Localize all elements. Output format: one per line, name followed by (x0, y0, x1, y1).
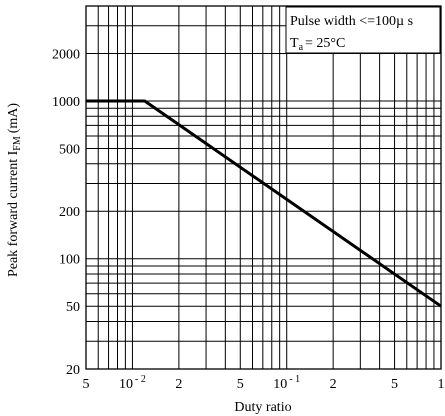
y-tick-label: 50 (66, 300, 80, 315)
annotation-box: Pulse width <=100µ s Ta = 25°C (285, 6, 441, 54)
y-tick-label: 500 (59, 142, 80, 157)
x-tick-label: 5 (83, 377, 90, 392)
annotation-temperature: Ta = 25°C (290, 36, 345, 53)
x-tick-labels: 5 10- 2 2 5 10- 1 2 5 1 (83, 374, 445, 392)
x-tick-label: 5 (237, 377, 244, 392)
annotation-pulse-width: Pulse width <=100µ s (290, 14, 413, 29)
series-layer (86, 99, 442, 308)
x-axis-title: Duty ratio (234, 400, 291, 415)
y-tick-label: 2000 (52, 47, 80, 62)
plot-frame (85, 5, 442, 370)
x-tick-label: 2 (175, 377, 182, 392)
x-tick-label: 2 (330, 377, 337, 392)
y-tick-label: 200 (59, 205, 80, 220)
series-line (86, 99, 442, 308)
y-tick-label: 1000 (52, 95, 80, 110)
y-tick-labels: 20 50 100 200 500 1000 2000 (52, 47, 80, 378)
y-axis-title: Peak forward current IFM(mA) (6, 103, 23, 277)
annotation-background (285, 6, 441, 54)
x-tick-label: 10- 2 (119, 374, 146, 392)
y-tick-label: 20 (66, 363, 80, 378)
y-tick-label: 100 (59, 253, 80, 268)
grid-lines (85, 5, 441, 370)
x-tick-label: 1 (438, 377, 445, 392)
x-tick-label: 5 (391, 377, 398, 392)
x-tick-label: 10- 1 (273, 374, 300, 392)
